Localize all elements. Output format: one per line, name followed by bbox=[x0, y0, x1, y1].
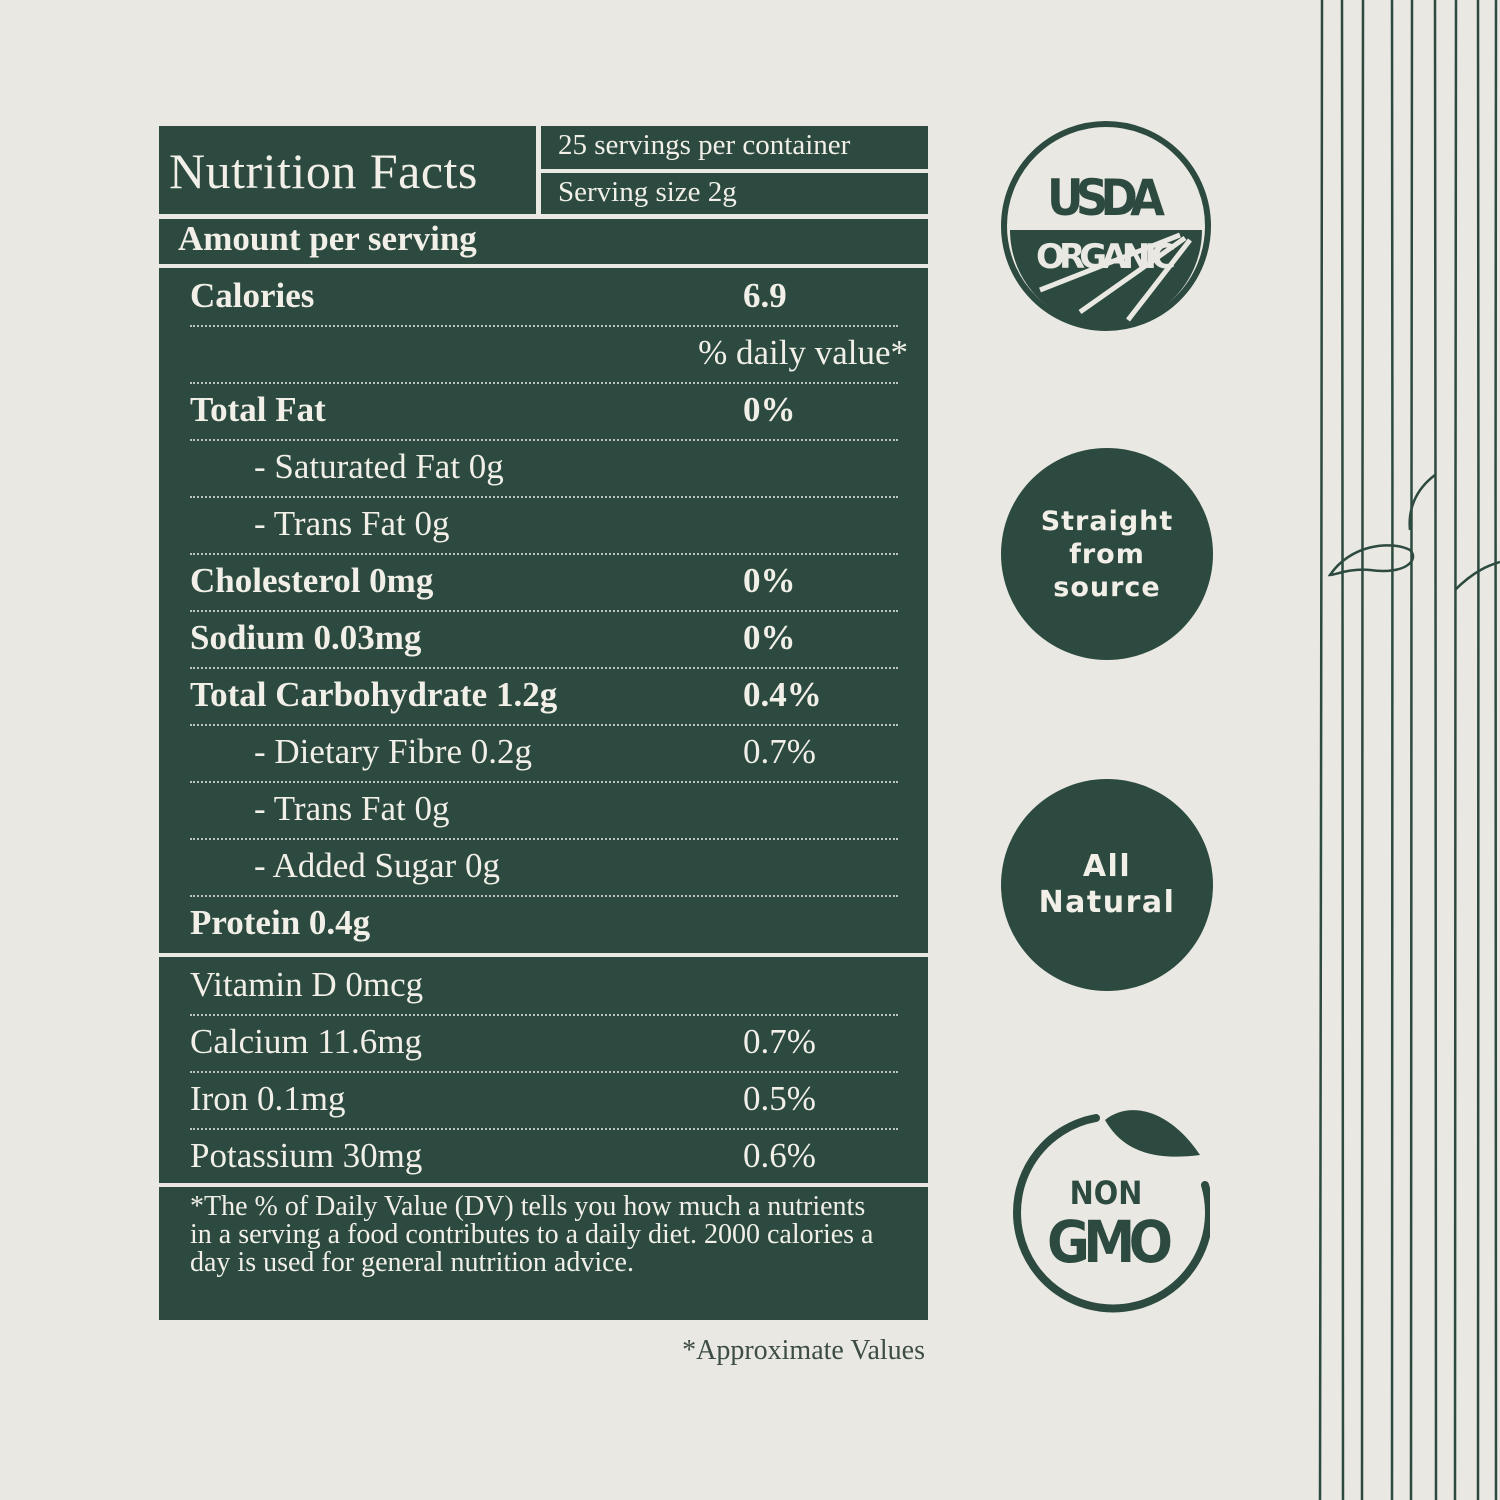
servings-per-container: 25 servings per container bbox=[558, 129, 851, 161]
non-text: NON bbox=[1070, 1174, 1143, 1212]
nutrient-label: Potassium 30mg bbox=[190, 1136, 423, 1175]
nutrient-value: 0.7% bbox=[743, 1022, 816, 1061]
servings-cell: 25 servings per container bbox=[541, 126, 928, 169]
leaf-icon bbox=[1105, 1110, 1200, 1157]
footnote-text: *The % of Daily Value (DV) tells you how… bbox=[190, 1191, 874, 1278]
amount-per-serving: Amount per serving bbox=[178, 219, 477, 258]
nutrition-facts-header: Nutrition Facts bbox=[159, 126, 536, 214]
straight-from-source-badge: Straight from source bbox=[1001, 448, 1213, 660]
nutrient-row: - Saturated Fat 0g bbox=[190, 439, 898, 498]
nutrient-value: 0% bbox=[743, 618, 796, 657]
nutrition-facts-title: Nutrition Facts bbox=[169, 143, 478, 199]
organic-text: ORGANIC bbox=[1036, 237, 1176, 277]
approximate-values-note: *Approximate Values bbox=[682, 1335, 925, 1366]
badge-line: source bbox=[1053, 571, 1161, 603]
nutrient-value: 0% bbox=[743, 390, 796, 429]
nutrient-value: 0.4% bbox=[743, 675, 822, 714]
badge-line: Natural bbox=[1038, 885, 1176, 920]
nutrient-label: - Added Sugar 0g bbox=[254, 846, 500, 885]
nutrient-value: 0.7% bbox=[743, 732, 816, 771]
nutrient-label: Vitamin D 0mcg bbox=[190, 965, 424, 1004]
nutrient-label: Calories bbox=[190, 276, 315, 315]
badge-line: All bbox=[1082, 849, 1132, 884]
nutrient-row: Calories 6.9 bbox=[190, 268, 898, 327]
nutrient-value: 6.9 bbox=[743, 276, 787, 315]
nutrient-row: % daily value* bbox=[190, 325, 908, 384]
nutrient-value: 0% bbox=[743, 561, 796, 600]
serving-size: Serving size 2g bbox=[558, 176, 737, 208]
nutrient-row: - Dietary Fibre 0.2g 0.7% bbox=[190, 724, 898, 783]
nutrient-label: Total Fat bbox=[190, 390, 326, 429]
nutrient-label: - Trans Fat 0g bbox=[254, 789, 450, 828]
nutrient-row: Iron 0.1mg 0.5% bbox=[190, 1071, 898, 1130]
nutrient-row: Calcium 11.6mg 0.7% bbox=[190, 1014, 898, 1073]
badge-line: from bbox=[1069, 538, 1145, 570]
usda-organic-seal: USDA ORGANIC bbox=[1000, 120, 1212, 332]
serving-size-cell: Serving size 2g bbox=[541, 173, 928, 214]
nutrient-row: Vitamin D 0mcg bbox=[190, 957, 898, 1016]
nutrient-row: Total Carbohydrate 1.2g 0.4% bbox=[190, 667, 898, 726]
nutrient-label: - Trans Fat 0g bbox=[254, 504, 450, 543]
nutrient-row: Sodium 0.03mg 0% bbox=[190, 610, 898, 669]
all-natural-badge: All Natural bbox=[1001, 779, 1213, 991]
nutrient-rows: Calories 6.9 % daily value* Total Fat 0% - Sa… bbox=[159, 268, 928, 953]
nutrient-label: Total Carbohydrate 1.2g bbox=[190, 675, 558, 714]
nutrient-value: 0.6% bbox=[743, 1136, 816, 1175]
usda-text: USDA bbox=[1047, 169, 1165, 227]
nutrient-label: Cholesterol 0mg bbox=[190, 561, 434, 600]
nutrient-label: Iron 0.1mg bbox=[190, 1079, 346, 1118]
nutrient-label: % daily value* bbox=[698, 333, 908, 372]
nutrient-label: Protein 0.4g bbox=[190, 903, 371, 942]
nutrient-row: Total Fat 0% bbox=[190, 382, 898, 441]
nutrition-facts-panel: Nutrition Facts 25 servings per containe… bbox=[159, 126, 928, 1320]
nutrient-label: Calcium 11.6mg bbox=[190, 1022, 423, 1061]
bamboo-illustration bbox=[1318, 0, 1500, 1500]
nutrient-value: 0.5% bbox=[743, 1079, 816, 1118]
nutrient-row: - Trans Fat 0g bbox=[190, 781, 898, 840]
nutrient-row: - Trans Fat 0g bbox=[190, 496, 898, 555]
footnote-block: *The % of Daily Value (DV) tells you how… bbox=[159, 1187, 928, 1320]
nutrient-row: - Added Sugar 0g bbox=[190, 838, 898, 897]
gmo-text: GMO bbox=[1047, 1208, 1173, 1276]
nutrient-label: - Dietary Fibre 0.2g bbox=[254, 732, 532, 771]
vitamin-rows: Vitamin D 0mcg Calcium 11.6mg 0.7% Iron 0.1… bbox=[159, 957, 928, 1183]
nutrient-label: - Saturated Fat 0g bbox=[254, 447, 504, 486]
nutrient-row: Cholesterol 0mg 0% bbox=[190, 553, 898, 612]
nutrient-row: Protein 0.4g bbox=[190, 895, 898, 952]
nutrient-row: Potassium 30mg 0.6% bbox=[190, 1128, 898, 1185]
nutrient-label: Sodium 0.03mg bbox=[190, 618, 422, 657]
amount-per-serving-bar: Amount per serving bbox=[159, 219, 928, 264]
badge-line: Straight bbox=[1040, 505, 1174, 537]
non-gmo-seal: NON GMO bbox=[1010, 1100, 1213, 1320]
